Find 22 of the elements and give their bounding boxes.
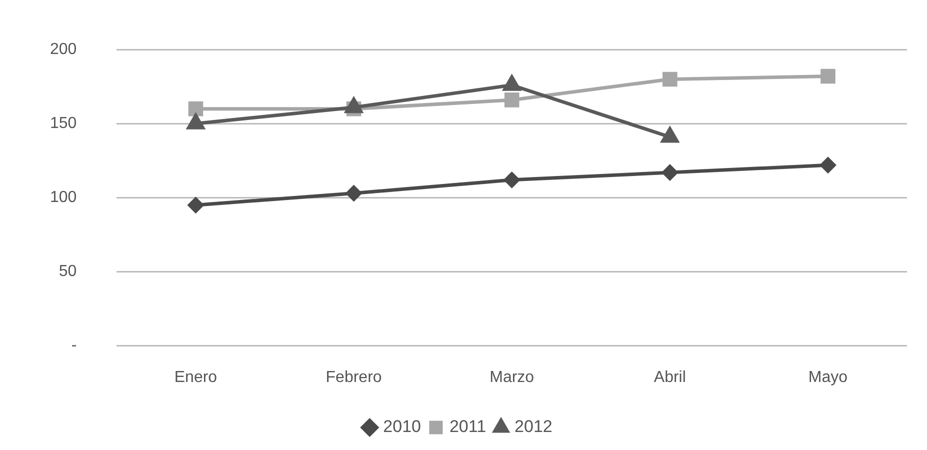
point — [662, 72, 678, 87]
x-tick-label: Abril — [654, 368, 686, 386]
point — [504, 92, 520, 108]
y-tick-label: 200 — [50, 41, 77, 58]
x-tick-label: Febrero — [326, 368, 382, 386]
point — [820, 157, 836, 173]
x-tick-label: Marzo — [490, 368, 534, 386]
y-tick-label: 100 — [50, 189, 77, 206]
point — [662, 164, 678, 180]
point — [820, 68, 836, 84]
point — [346, 186, 362, 202]
y-tick-label: - — [71, 337, 77, 354]
y-tick-label: 150 — [50, 115, 77, 132]
legend-label: 2012 — [514, 417, 552, 436]
x-tick-label: Enero — [174, 368, 218, 386]
legend-label: 2010 — [383, 417, 421, 436]
point — [188, 197, 204, 213]
x-tick-label: Mayo — [808, 368, 848, 386]
point — [188, 101, 204, 116]
legend-label: 2011 — [449, 417, 486, 436]
y-tick-label: 50 — [58, 263, 77, 280]
point — [504, 172, 520, 188]
